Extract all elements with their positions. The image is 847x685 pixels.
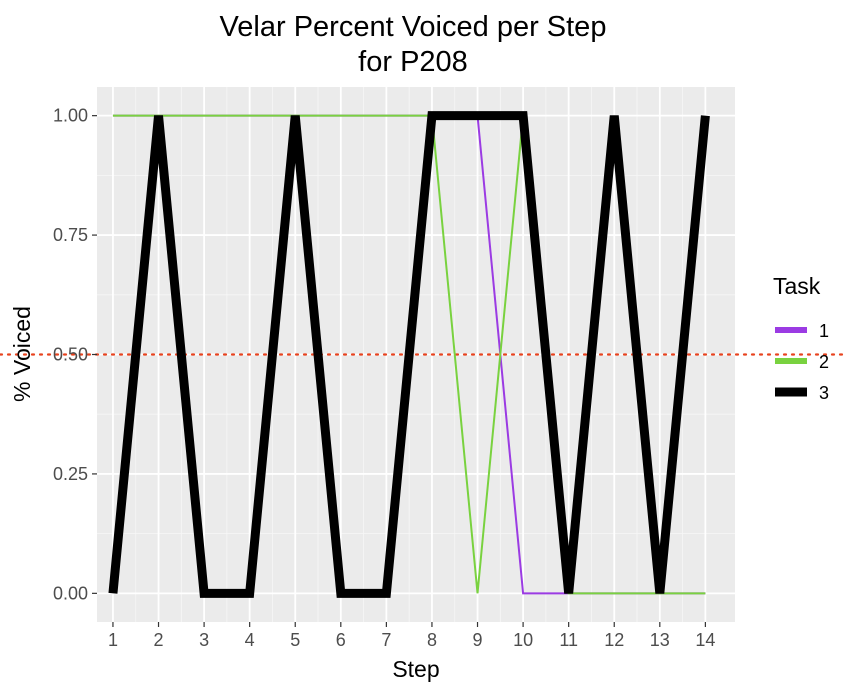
x-tick-label: 10 [513,630,533,650]
x-tick-label: 13 [650,630,670,650]
legend: Task 1 2 3 [773,273,829,403]
x-tick-label: 3 [199,630,209,650]
x-tick-label: 14 [695,630,715,650]
series-lines [108,111,710,598]
y-tick-label: 0.00 [53,583,88,603]
legend-key-task-2 [775,358,807,364]
x-tick-label: 7 [381,630,391,650]
legend-label-task-1: 1 [819,321,829,341]
x-tick-label: 6 [336,630,346,650]
x-axis: 1 2 3 4 5 6 7 8 9 10 11 12 13 14 [108,622,715,650]
x-tick-label: 12 [604,630,624,650]
x-tick-label: 1 [108,630,118,650]
y-axis-title: % Voiced [9,306,35,402]
x-tick-label: 4 [245,630,255,650]
legend-key-task-1 [775,327,807,333]
x-tick-label: 5 [290,630,300,650]
legend-label-task-2: 2 [819,352,829,372]
y-tick-label: 0.75 [53,225,88,245]
x-tick-label: 8 [427,630,437,650]
x-axis-title: Step [392,656,439,682]
y-tick-label: 0.50 [53,345,88,365]
legend-key-task-3 [775,387,807,397]
x-tick-label: 9 [473,630,483,650]
chart-title-line-1: Velar Percent Voiced per Step [220,11,607,43]
y-tick-label: 1.00 [53,106,88,126]
y-tick-label: 0.25 [53,464,88,484]
x-tick-label: 2 [154,630,164,650]
series-line-task-2 [112,114,706,595]
chart-title-line-2: for P208 [358,46,468,78]
y-axis: 0.00 0.25 0.50 0.75 1.00 [53,106,97,603]
series-line-task-3 [108,111,710,598]
legend-title: Task [773,273,821,299]
legend-label-task-3: 3 [819,383,829,403]
x-tick-label: 11 [559,630,578,650]
